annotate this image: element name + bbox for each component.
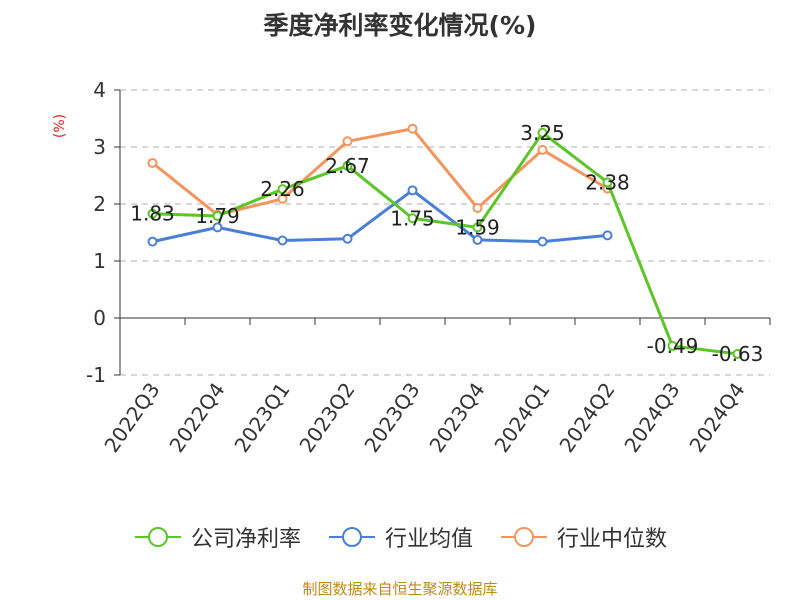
legend-swatch	[328, 527, 375, 547]
series-point-0	[212, 210, 223, 221]
series-point-1	[147, 236, 158, 247]
legend-label: 行业均值	[384, 527, 473, 552]
x-tick-label: 2023Q3	[359, 378, 424, 457]
data-label: 2.26	[260, 177, 305, 201]
x-tick-label: 2022Q3	[99, 378, 164, 457]
series-point-0	[732, 348, 743, 359]
y-axis-unit-label: (%)	[52, 114, 68, 138]
series-point-0	[147, 208, 158, 219]
series-point-1	[277, 235, 288, 246]
series-point-0	[602, 177, 613, 188]
legend-swatch-marker	[147, 527, 168, 547]
data-label: 3.25	[520, 121, 565, 145]
data-label: 2.38	[585, 170, 630, 194]
series-point-2	[342, 136, 353, 147]
x-tick-label: 2023Q4	[424, 378, 489, 457]
y-tick-label: 3	[93, 135, 106, 159]
series-point-1	[472, 234, 483, 245]
legend-swatch	[501, 527, 547, 547]
legend-swatch-marker	[514, 527, 534, 547]
legend-item-0[interactable]: 公司净利率	[133, 521, 301, 553]
data-label: 2.67	[325, 154, 370, 178]
legend-label: 公司净利率	[190, 527, 301, 552]
x-tick-label: 2022Q4	[164, 378, 229, 457]
data-label: 1.59	[455, 215, 500, 239]
y-tick-label: 0	[93, 306, 106, 330]
legend-item-1[interactable]: 行业均值	[327, 521, 473, 553]
series-point-2	[472, 202, 483, 213]
data-label: 1.79	[195, 204, 240, 228]
y-tick-label: 1	[93, 249, 106, 273]
series-point-2	[147, 157, 158, 168]
data-label: 1.83	[130, 202, 175, 226]
legend-swatch	[134, 527, 181, 547]
data-label: -0.63	[712, 342, 764, 366]
series-point-0	[277, 184, 288, 195]
data-label: 1.75	[390, 206, 435, 230]
series-line-1	[152, 188, 608, 244]
series-layer	[147, 123, 743, 359]
y-tick-label: 2	[93, 192, 106, 216]
x-tick-label: 2024Q2	[554, 378, 619, 457]
series-point-0	[537, 127, 548, 138]
series-point-0	[472, 222, 483, 233]
series-point-2	[407, 123, 418, 134]
series-point-1	[407, 185, 418, 196]
legend-item-2[interactable]: 行业中位数	[499, 521, 667, 553]
series-point-0	[667, 340, 678, 351]
series-point-2	[277, 193, 288, 204]
grid-layer	[120, 89, 770, 376]
series-point-0	[342, 160, 353, 171]
chart-title: 季度净利率变化情况(%)	[263, 11, 537, 40]
data-label-layer: 1.83 1.79 2.26 2.67 1.75 1.59 3.25 2.38 -0.49 -0.…	[130, 121, 763, 366]
y-tick-label: 4	[93, 78, 106, 102]
x-tick-label: 2024Q3	[619, 378, 684, 457]
series-point-1	[212, 222, 223, 233]
legend: 公司净利率 行业均值 行业中位数	[0, 520, 800, 554]
source-note: 制图数据来自恒生聚源数据库	[302, 580, 498, 598]
series-point-1	[602, 230, 613, 241]
series-point-2	[537, 144, 548, 155]
series-point-0	[407, 213, 418, 224]
series-point-1	[537, 236, 548, 247]
x-tick-label: 2023Q1	[229, 378, 294, 457]
y-tick-label: -1	[86, 363, 106, 387]
legend-label: 行业中位数	[557, 527, 668, 552]
x-tick-label: 2024Q4	[684, 378, 749, 457]
x-tick-label: 2023Q2	[294, 378, 359, 457]
x-tick-label: 2024Q1	[489, 378, 554, 457]
series-line-0	[152, 131, 738, 356]
legend-swatch-marker	[341, 527, 362, 547]
series-point-1	[342, 233, 353, 244]
data-label: -0.49	[647, 334, 699, 358]
